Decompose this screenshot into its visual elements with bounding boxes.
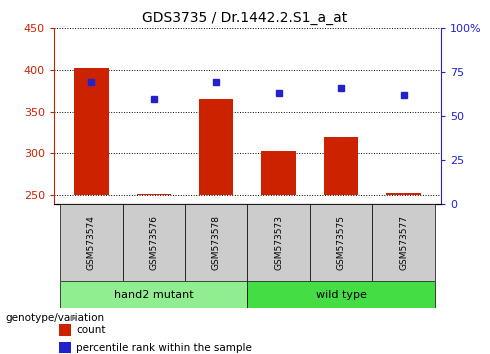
Text: GSM573577: GSM573577 bbox=[399, 215, 408, 270]
Bar bbox=[372, 204, 435, 281]
Bar bbox=[247, 281, 435, 308]
Bar bbox=[122, 204, 185, 281]
Text: GSM573576: GSM573576 bbox=[149, 215, 158, 270]
Bar bbox=[59, 324, 71, 336]
Bar bbox=[59, 342, 71, 353]
Bar bbox=[60, 204, 122, 281]
Bar bbox=[74, 68, 108, 195]
Text: GSM573573: GSM573573 bbox=[274, 215, 283, 270]
Bar bbox=[199, 99, 233, 195]
Text: GSM573578: GSM573578 bbox=[212, 215, 220, 270]
Bar bbox=[310, 204, 372, 281]
Bar bbox=[247, 204, 310, 281]
Text: percentile rank within the sample: percentile rank within the sample bbox=[76, 343, 252, 353]
Text: wild type: wild type bbox=[316, 290, 367, 300]
Bar bbox=[387, 193, 421, 195]
Bar bbox=[60, 281, 247, 308]
Bar bbox=[324, 137, 358, 195]
Text: hand2 mutant: hand2 mutant bbox=[114, 290, 194, 300]
Bar bbox=[262, 151, 296, 195]
Text: count: count bbox=[76, 325, 105, 335]
Bar bbox=[137, 194, 171, 195]
Bar bbox=[185, 204, 247, 281]
Text: GDS3735 / Dr.1442.2.S1_a_at: GDS3735 / Dr.1442.2.S1_a_at bbox=[143, 11, 347, 25]
Text: GSM573575: GSM573575 bbox=[337, 215, 345, 270]
Text: genotype/variation: genotype/variation bbox=[5, 313, 104, 323]
Text: GSM573574: GSM573574 bbox=[87, 215, 96, 270]
